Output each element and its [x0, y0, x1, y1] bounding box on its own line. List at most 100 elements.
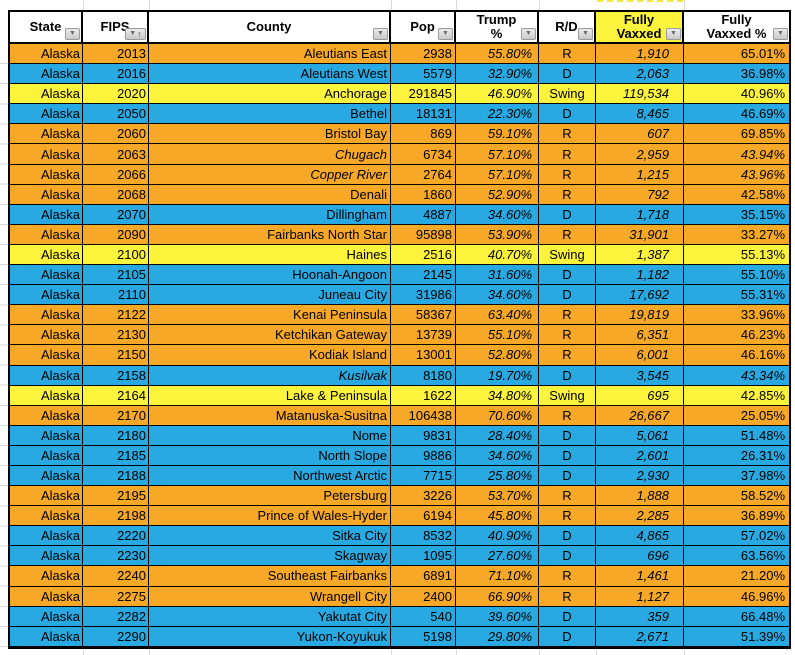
cell-rd[interactable]: R: [539, 144, 596, 165]
cell-trump[interactable]: 57.10%: [456, 164, 539, 185]
cell-trump[interactable]: 34.60%: [456, 285, 539, 306]
cell-trump[interactable]: 29.80%: [456, 626, 539, 647]
cell-state[interactable]: Alaska: [10, 64, 83, 85]
cell-state[interactable]: Alaska: [10, 465, 83, 487]
cell-vaxxed_pct[interactable]: 65.01%: [684, 44, 789, 65]
cell-vaxxed_pct[interactable]: 63.56%: [684, 546, 789, 567]
cell-trump[interactable]: 22.30%: [456, 104, 539, 125]
cell-county[interactable]: Kenai Peninsula: [149, 305, 391, 326]
cell-county[interactable]: Anchorage: [149, 84, 391, 105]
cell-vaxxed[interactable]: 5,061: [596, 425, 684, 446]
cell-pop[interactable]: 58367: [391, 305, 456, 326]
cell-state[interactable]: Alaska: [10, 345, 83, 366]
cell-rd[interactable]: R: [539, 44, 596, 65]
cell-rd[interactable]: D: [539, 64, 596, 85]
cell-state[interactable]: Alaska: [10, 124, 83, 145]
cell-vaxxed[interactable]: 1,718: [596, 204, 684, 225]
cell-trump[interactable]: 39.60%: [456, 606, 539, 627]
cell-state[interactable]: Alaska: [10, 204, 83, 225]
cell-rd[interactable]: D: [539, 465, 596, 487]
filter-button-county[interactable]: ▼: [373, 28, 388, 40]
cell-state[interactable]: Alaska: [10, 425, 83, 446]
cell-county[interactable]: Hoonah-Angoon: [149, 265, 391, 286]
cell-state[interactable]: Alaska: [10, 506, 83, 527]
cell-fips[interactable]: 2282: [83, 606, 149, 627]
cell-rd[interactable]: D: [539, 265, 596, 286]
cell-pop[interactable]: 9831: [391, 425, 456, 446]
cell-vaxxed[interactable]: 2,285: [596, 506, 684, 527]
cell-trump[interactable]: 63.40%: [456, 305, 539, 326]
cell-county[interactable]: Haines: [149, 244, 391, 266]
cell-state[interactable]: Alaska: [10, 606, 83, 627]
cell-vaxxed_pct[interactable]: 36.89%: [684, 506, 789, 527]
cell-pop[interactable]: 8180: [391, 365, 456, 386]
cell-fips[interactable]: 2290: [83, 626, 149, 647]
cell-county[interactable]: Yakutat City: [149, 606, 391, 627]
cell-state[interactable]: Alaska: [10, 164, 83, 185]
cell-fips[interactable]: 2198: [83, 506, 149, 527]
cell-trump[interactable]: 32.90%: [456, 64, 539, 85]
cell-state[interactable]: Alaska: [10, 405, 83, 426]
cell-vaxxed[interactable]: 2,063: [596, 64, 684, 85]
cell-trump[interactable]: 34.80%: [456, 385, 539, 406]
cell-fips[interactable]: 2275: [83, 586, 149, 607]
cell-trump[interactable]: 34.60%: [456, 204, 539, 225]
filter-button-state[interactable]: ▼: [65, 28, 80, 40]
cell-fips[interactable]: 2016: [83, 64, 149, 85]
cell-county[interactable]: Kodiak Island: [149, 345, 391, 366]
cell-vaxxed[interactable]: 607: [596, 124, 684, 145]
cell-vaxxed[interactable]: 119,534: [596, 84, 684, 105]
header-vaxxed[interactable]: Fully Vaxxed ▼: [596, 12, 684, 44]
cell-pop[interactable]: 18131: [391, 104, 456, 125]
cell-county[interactable]: Kusilvak: [149, 365, 391, 386]
cell-pop[interactable]: 6891: [391, 566, 456, 587]
cell-vaxxed[interactable]: 19,819: [596, 305, 684, 326]
cell-county[interactable]: Aleutians East: [149, 44, 391, 65]
cell-vaxxed_pct[interactable]: 33.96%: [684, 305, 789, 326]
cell-rd[interactable]: D: [539, 425, 596, 446]
cell-vaxxed_pct[interactable]: 58.52%: [684, 486, 789, 507]
cell-pop[interactable]: 6194: [391, 506, 456, 527]
cell-county[interactable]: Chugach: [149, 144, 391, 165]
header-trump[interactable]: Trump % ▼: [456, 12, 539, 44]
cell-rd[interactable]: R: [539, 405, 596, 426]
cell-fips[interactable]: 2063: [83, 144, 149, 165]
header-rd[interactable]: R/D ▼: [539, 12, 596, 44]
cell-rd[interactable]: R: [539, 184, 596, 205]
cell-trump[interactable]: 55.10%: [456, 325, 539, 346]
cell-county[interactable]: Bristol Bay: [149, 124, 391, 145]
cell-county[interactable]: Petersburg: [149, 486, 391, 507]
cell-vaxxed_pct[interactable]: 46.23%: [684, 325, 789, 346]
cell-fips[interactable]: 2066: [83, 164, 149, 185]
cell-vaxxed_pct[interactable]: 26.31%: [684, 445, 789, 466]
cell-vaxxed_pct[interactable]: 43.94%: [684, 144, 789, 165]
cell-state[interactable]: Alaska: [10, 385, 83, 406]
cell-pop[interactable]: 95898: [391, 224, 456, 245]
cell-fips[interactable]: 2158: [83, 365, 149, 386]
cell-county[interactable]: Skagway: [149, 546, 391, 567]
filter-button-trump[interactable]: ▼: [521, 28, 536, 40]
cell-vaxxed_pct[interactable]: 46.96%: [684, 586, 789, 607]
cell-trump[interactable]: 25.80%: [456, 465, 539, 487]
cell-county[interactable]: Bethel: [149, 104, 391, 125]
cell-vaxxed_pct[interactable]: 55.31%: [684, 285, 789, 306]
cell-state[interactable]: Alaska: [10, 486, 83, 507]
cell-fips[interactable]: 2070: [83, 204, 149, 225]
cell-trump[interactable]: 40.90%: [456, 526, 539, 547]
cell-rd[interactable]: Swing: [539, 84, 596, 105]
cell-fips[interactable]: 2240: [83, 566, 149, 587]
cell-pop[interactable]: 8532: [391, 526, 456, 547]
cell-vaxxed_pct[interactable]: 36.98%: [684, 64, 789, 85]
filter-button-vaxxed[interactable]: ▼: [666, 28, 681, 40]
cell-fips[interactable]: 2164: [83, 385, 149, 406]
cell-fips[interactable]: 2188: [83, 465, 149, 487]
cell-vaxxed_pct[interactable]: 25.05%: [684, 405, 789, 426]
cell-fips[interactable]: 2122: [83, 305, 149, 326]
cell-pop[interactable]: 13739: [391, 325, 456, 346]
cell-fips[interactable]: 2068: [83, 184, 149, 205]
cell-rd[interactable]: R: [539, 164, 596, 185]
cell-pop[interactable]: 2764: [391, 164, 456, 185]
cell-vaxxed[interactable]: 2,601: [596, 445, 684, 466]
cell-fips[interactable]: 2050: [83, 104, 149, 125]
cell-rd[interactable]: D: [539, 606, 596, 627]
